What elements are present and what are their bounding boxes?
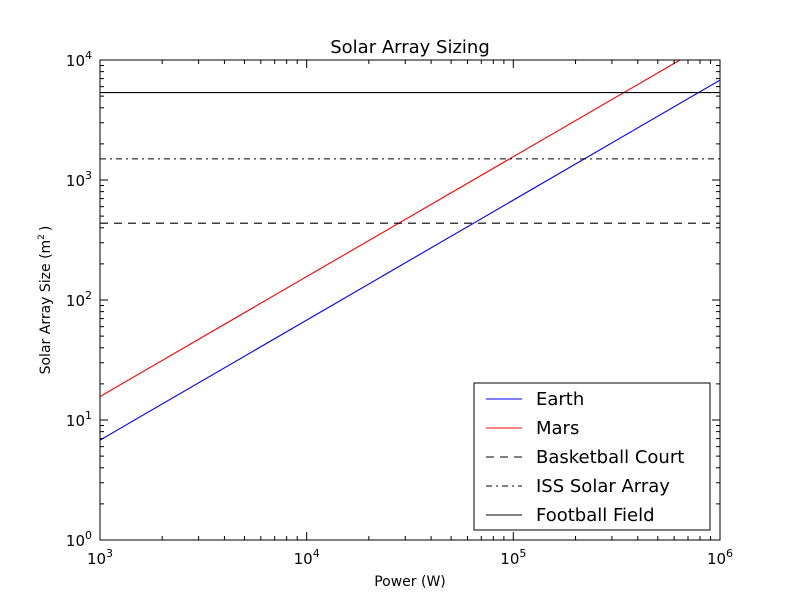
y-tick-label: 101 xyxy=(66,409,92,430)
y-tick-label: 103 xyxy=(66,169,92,190)
tick-layer xyxy=(99,59,721,541)
legend-label-football-field: Football Field xyxy=(536,505,655,526)
series-mars-line xyxy=(100,60,681,397)
y-tick-label: 100 xyxy=(66,529,92,550)
y-axis-label-superscript: 2 xyxy=(37,234,47,240)
y-axis-label-prefix: Solar Array Size (m xyxy=(38,240,54,375)
y-tick-label: 102 xyxy=(66,289,92,310)
tick-label-layer: 103 104 105 106 100 101 102 103 104 xyxy=(66,49,733,568)
x-tick-label: 104 xyxy=(294,547,320,568)
series-layer xyxy=(100,60,720,441)
legend-label-earth: Earth xyxy=(536,389,584,410)
plot-frame xyxy=(99,59,721,541)
legend: Earth Mars Basketball Court ISS Solar Array… xyxy=(473,382,711,531)
legend-label-iss-solar-array: ISS Solar Array xyxy=(536,476,670,497)
y-axis-label: Solar Array Size (m2) xyxy=(37,226,54,375)
series-earth-line xyxy=(100,79,720,441)
plot-area xyxy=(99,59,721,541)
legend-label-mars: Mars xyxy=(536,418,579,439)
x-tick-label: 103 xyxy=(87,547,113,568)
y-axis-label-suffix: ) xyxy=(38,226,54,231)
legend-label-basketball-court: Basketball Court xyxy=(536,447,684,468)
legend-box xyxy=(473,382,711,531)
x-axis-label: Power (W) xyxy=(374,574,446,590)
chart-title: Solar Array Sizing xyxy=(330,37,490,58)
x-tick-label: 106 xyxy=(707,547,733,568)
x-tick-label: 105 xyxy=(500,547,526,568)
y-tick-label: 104 xyxy=(66,49,92,70)
